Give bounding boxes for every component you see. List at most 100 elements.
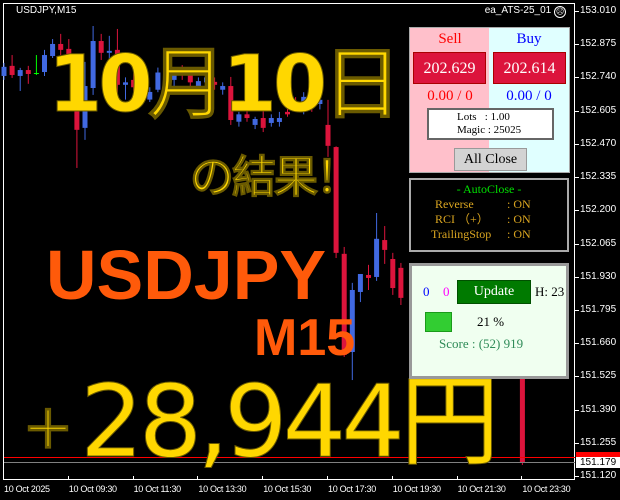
autoclose-key: RCI （+） bbox=[435, 212, 489, 226]
candle-body bbox=[90, 41, 96, 89]
candle bbox=[98, 33, 104, 60]
price-tick bbox=[575, 476, 579, 477]
ea-name-label: ea_ATS-25_01 ☹ bbox=[485, 5, 566, 18]
time-tick bbox=[521, 476, 523, 480]
candle bbox=[155, 67, 161, 93]
time-tick bbox=[67, 476, 69, 480]
candle bbox=[260, 107, 266, 133]
progress-text: 21 % bbox=[477, 314, 505, 329]
price-tick-label: 153.010 bbox=[580, 5, 617, 16]
candle-body bbox=[276, 118, 282, 122]
candle-body bbox=[220, 86, 226, 90]
timeframe-heading: M15 bbox=[254, 309, 356, 367]
candle bbox=[195, 77, 201, 93]
buy-label: Buy bbox=[516, 31, 542, 47]
time-tick bbox=[262, 476, 264, 480]
candle-body bbox=[293, 101, 299, 106]
lots-magic-box: Lots : 1.00 Magic : 25025 bbox=[427, 108, 554, 140]
autoclose-value: : ON bbox=[507, 227, 531, 241]
candle bbox=[163, 62, 169, 83]
autoclose-row: Reverse: ON bbox=[411, 197, 567, 212]
price-tick-label: 151.525 bbox=[580, 370, 617, 382]
all-close-button[interactable]: All Close bbox=[454, 148, 527, 171]
price-tick-label: 152.335 bbox=[580, 171, 617, 183]
chart-area[interactable] bbox=[3, 3, 575, 480]
candle bbox=[131, 72, 137, 93]
candle-body bbox=[228, 86, 234, 120]
candle-body bbox=[66, 48, 72, 57]
time-tick-label: 10 Oct 15:30 bbox=[263, 484, 312, 494]
candle-body bbox=[317, 99, 323, 104]
candle-body bbox=[212, 81, 218, 85]
autoclose-value: : ON bbox=[507, 212, 531, 226]
candle bbox=[212, 77, 218, 90]
price-tick bbox=[575, 210, 579, 212]
candle bbox=[276, 111, 282, 127]
price-tick-label: 152.740 bbox=[580, 71, 617, 83]
candle-body bbox=[17, 70, 23, 76]
autoclose-title: - AutoClose - bbox=[456, 182, 522, 196]
time-tick-label: 10 Oct 21:30 bbox=[457, 484, 506, 494]
candle-body bbox=[139, 77, 145, 91]
price-tick-label: 151.255 bbox=[580, 436, 617, 448]
autoclose-panel: - AutoClose - Reverse: ON RCI （+）: ON Tr… bbox=[409, 178, 569, 252]
sell-button[interactable]: 202.629 bbox=[413, 52, 486, 84]
count-magenta: 0 bbox=[443, 284, 450, 299]
candle-body bbox=[33, 73, 39, 74]
candle-body bbox=[204, 77, 209, 83]
candle-body bbox=[390, 259, 396, 289]
lots-value: Lots : 1.00 bbox=[457, 111, 510, 123]
candle bbox=[268, 114, 274, 127]
candle-body bbox=[163, 70, 169, 78]
candle bbox=[204, 72, 209, 88]
update-button[interactable]: Update bbox=[457, 280, 531, 304]
candle-body bbox=[260, 118, 266, 128]
candle-body bbox=[9, 65, 15, 75]
candle bbox=[171, 70, 177, 88]
candle bbox=[147, 87, 153, 103]
price-tick bbox=[575, 309, 579, 311]
candle bbox=[139, 74, 145, 98]
buy-button[interactable]: 202.614 bbox=[493, 52, 566, 84]
candle-body bbox=[236, 114, 242, 122]
buy-position: 0.00 / 0 bbox=[506, 88, 552, 104]
candle bbox=[42, 49, 47, 76]
price-tick bbox=[575, 442, 579, 444]
chart-symbol-label: USDJPY,M15 bbox=[16, 5, 77, 16]
candle bbox=[220, 82, 226, 95]
magic-value: Magic : 25025 bbox=[457, 124, 522, 136]
price-tick bbox=[575, 409, 579, 411]
candle bbox=[179, 65, 185, 80]
autoclose-row: RCI （+） : ON bbox=[411, 212, 567, 227]
ea-name: ea_ATS-25_01 bbox=[484, 5, 552, 16]
price-tick bbox=[575, 143, 579, 145]
candle bbox=[17, 67, 23, 91]
candle-body bbox=[325, 124, 331, 146]
candle-body bbox=[519, 378, 525, 463]
sell-position: 0.00 / 0 bbox=[427, 88, 473, 104]
candle-body bbox=[123, 82, 128, 85]
price-tick-label: 152.470 bbox=[580, 137, 617, 149]
candle-body bbox=[309, 88, 315, 108]
price-tick-label: 151.120 bbox=[580, 470, 617, 481]
ask-line bbox=[4, 457, 575, 458]
price-tick-label: 152.200 bbox=[580, 204, 617, 216]
time-tick-label: 10 Oct 23:30 bbox=[522, 484, 571, 494]
candle bbox=[285, 104, 290, 117]
candle-body bbox=[374, 238, 380, 277]
candle bbox=[25, 65, 31, 84]
score-text: Score : (52) 919 bbox=[439, 336, 524, 351]
price-tick bbox=[575, 343, 579, 345]
candle-body bbox=[25, 70, 31, 74]
candle bbox=[236, 111, 242, 127]
candle bbox=[187, 70, 193, 88]
bid-price-tag: 151.179 bbox=[576, 457, 620, 468]
price-tick bbox=[575, 177, 579, 179]
candle-body bbox=[187, 74, 193, 83]
profit-sign: ＋ bbox=[21, 401, 75, 461]
candle-body bbox=[74, 86, 80, 130]
time-tick-label: 10 Oct 19:30 bbox=[392, 484, 441, 494]
candle bbox=[382, 226, 388, 264]
time-tick-label: 10 Oct 17:30 bbox=[328, 484, 376, 494]
candle bbox=[293, 97, 299, 110]
